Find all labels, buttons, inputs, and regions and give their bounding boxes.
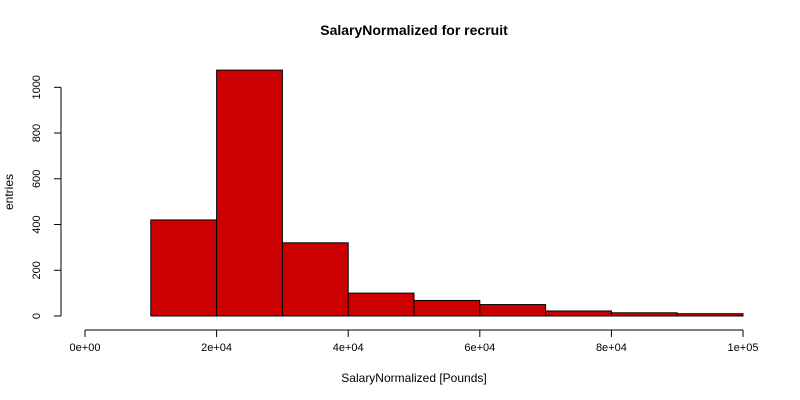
y-tick-label: 800 <box>31 124 43 142</box>
histogram-bar <box>216 69 283 317</box>
histogram-bar <box>413 299 481 317</box>
histogram-bar <box>676 313 744 317</box>
bars-group <box>150 69 744 317</box>
x-tick-label: 4e+04 <box>333 342 364 354</box>
x-tick-label: 0e+00 <box>70 342 101 354</box>
x-tick-label: 8e+04 <box>596 342 627 354</box>
chart-title: SalaryNormalized for recruit <box>320 22 508 38</box>
histogram-bar <box>610 312 678 317</box>
x-tick-label: 1e+05 <box>728 342 759 354</box>
histogram-bar <box>347 292 415 317</box>
histogram-bar <box>150 219 218 317</box>
histogram-bar <box>479 304 547 317</box>
histogram-bar <box>281 242 349 317</box>
y-tick-label: 1000 <box>31 75 43 99</box>
y-axis-ticks: 0 200 400 600 800 1000 <box>31 75 61 319</box>
x-axis-label: SalaryNormalized [Pounds] <box>341 371 486 385</box>
y-axis-label: entries <box>2 174 16 210</box>
y-tick-label: 0 <box>31 313 43 319</box>
y-tick-label: 400 <box>31 215 43 233</box>
x-tick-label: 6e+04 <box>464 342 495 354</box>
x-axis-ticks: 0e+00 2e+04 4e+04 6e+04 8e+04 1e+05 <box>70 330 759 354</box>
histogram-bar <box>545 310 612 317</box>
x-tick-label: 2e+04 <box>201 342 232 354</box>
y-tick-label: 600 <box>31 170 43 188</box>
y-tick-label: 200 <box>31 261 43 279</box>
